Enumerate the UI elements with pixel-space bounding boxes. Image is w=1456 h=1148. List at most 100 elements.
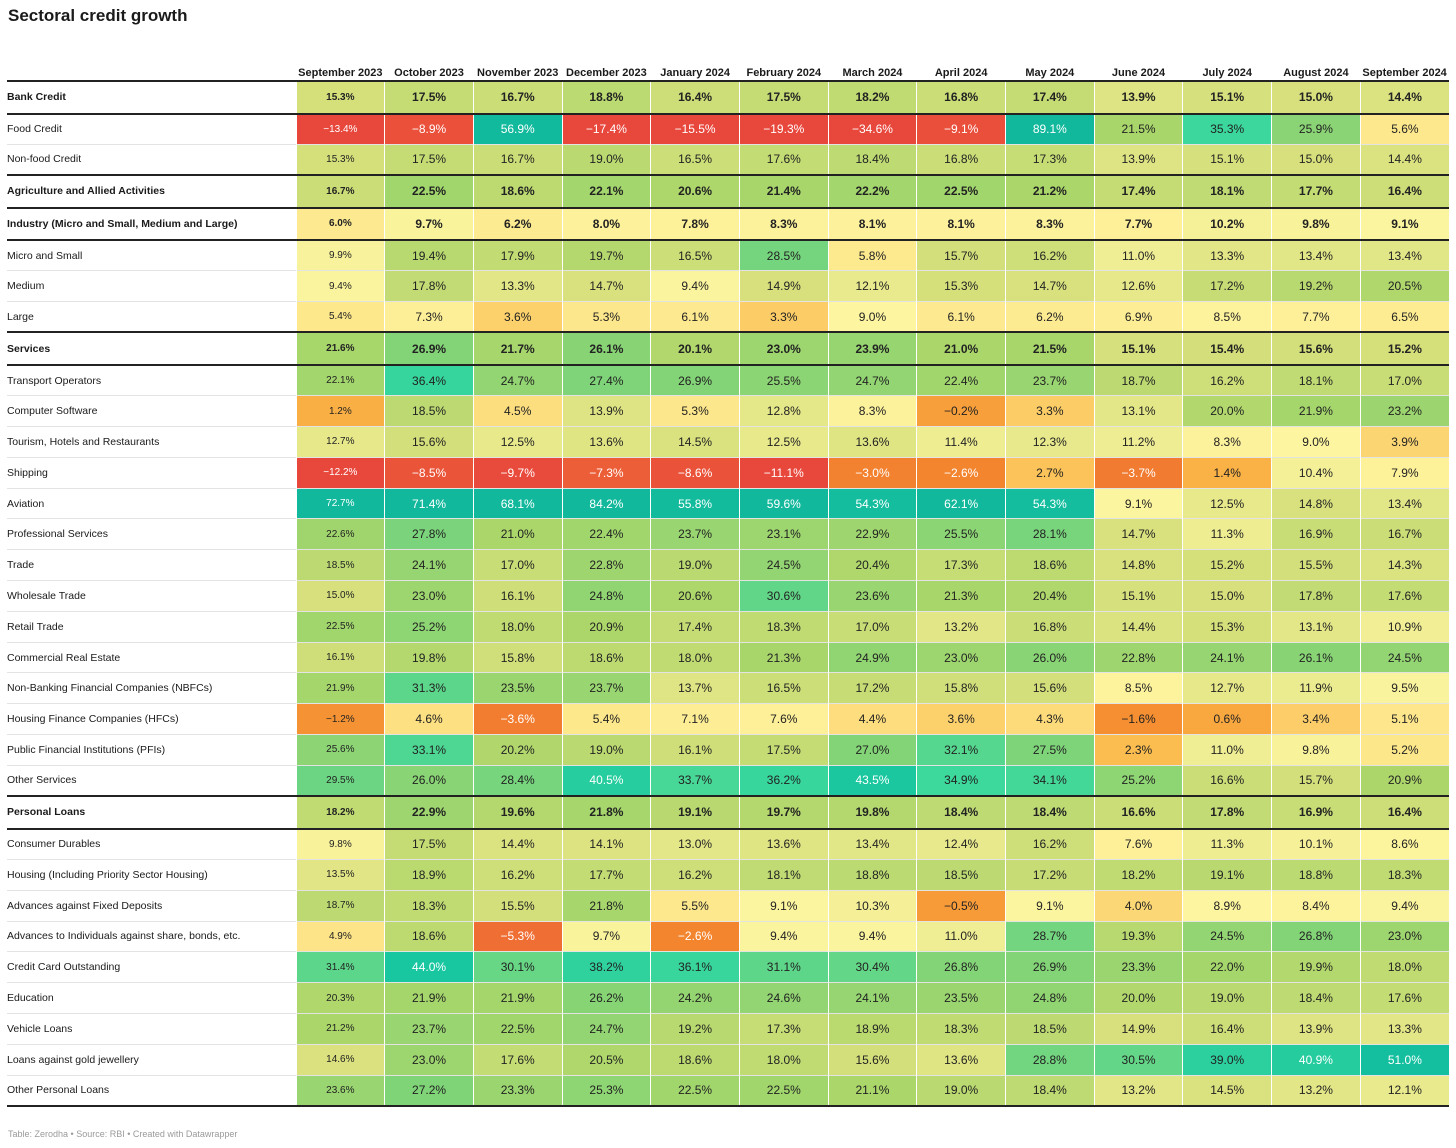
- heat-cell: 18.7%: [1093, 364, 1183, 396]
- heat-cell: 8.6%: [1359, 828, 1449, 860]
- heat-cell: 22.5%: [295, 611, 385, 643]
- heat-cell: 4.5%: [472, 395, 563, 427]
- heat-cell: 12.6%: [1093, 270, 1183, 302]
- heat-cell: 15.4%: [1182, 332, 1272, 365]
- heat-cell: 5.3%: [650, 395, 740, 427]
- heat-cell: −0.2%: [916, 395, 1006, 427]
- heat-cell: 15.3%: [1182, 611, 1272, 643]
- chart-title: Sectoral credit growth: [8, 6, 188, 25]
- heat-cell: 17.6%: [1359, 982, 1449, 1014]
- row-label: Bank Credit: [7, 91, 66, 104]
- heat-cell: 6.9%: [1093, 301, 1183, 333]
- heat-cell: 17.8%: [384, 270, 474, 302]
- heat-cell: 34.9%: [916, 765, 1006, 797]
- heat-cell: 22.9%: [827, 518, 917, 550]
- heat-cell: 6.0%: [295, 207, 385, 241]
- heat-cell: 11.3%: [1182, 518, 1272, 550]
- heat-cell: 26.8%: [1271, 921, 1361, 952]
- heat-cell: 12.8%: [738, 395, 829, 427]
- heat-cell: 18.6%: [384, 921, 474, 952]
- heat-cell: 18.7%: [295, 890, 385, 922]
- table-row: Other Personal Loans 23.6% 27.2% 23.3% 25.3%…: [7, 1075, 1449, 1106]
- heat-cell: 13.3%: [472, 270, 563, 302]
- heat-cell: 20.5%: [561, 1044, 651, 1076]
- heat-cell: 20.0%: [1093, 982, 1183, 1014]
- heat-cell: 30.5%: [1093, 1044, 1183, 1076]
- table-row: Large 5.4% 7.3% 3.6% 5.3% 6.1% 3.3% 9.0% 6.1% 6.2…: [7, 301, 1449, 333]
- row-label: Credit Card Outstanding: [7, 961, 121, 974]
- heat-cell: 17.5%: [384, 81, 474, 114]
- table-row: Bank Credit 15.3% 17.5% 16.7% 18.8% 16.4% 17.5…: [7, 81, 1449, 114]
- table-row: Services 21.6% 26.9% 21.7% 26.1% 20.1% 23.0% 23…: [7, 332, 1449, 365]
- heat-cell: 10.4%: [1271, 457, 1361, 489]
- heat-cell: 26.8%: [916, 951, 1006, 983]
- heat-cell: 8.4%: [1271, 890, 1361, 922]
- heat-cell: 19.7%: [738, 796, 829, 829]
- heat-cell: 24.8%: [561, 580, 651, 612]
- heat-cell: 54.3%: [1005, 488, 1095, 519]
- table-row: Agriculture and Allied Activities 16.7% 22…: [7, 175, 1449, 208]
- heat-cell: 40.9%: [1271, 1044, 1361, 1076]
- table-row: Housing Finance Companies (HFCs) −1.2% 4.6…: [7, 703, 1449, 735]
- heat-cell: 21.8%: [561, 796, 651, 829]
- heat-cell: 25.5%: [738, 364, 829, 396]
- heat-cell: 16.2%: [650, 859, 740, 891]
- heat-cell: 3.6%: [472, 301, 563, 333]
- heat-cell: 18.9%: [384, 859, 474, 891]
- heat-cell: 18.4%: [827, 144, 917, 176]
- heat-cell: 32.1%: [916, 734, 1006, 766]
- heat-cell: 17.0%: [827, 611, 917, 643]
- heat-cell: 19.0%: [561, 144, 651, 176]
- heat-cell: 28.7%: [1005, 921, 1095, 952]
- row-label: Commercial Real Estate: [7, 651, 121, 664]
- heat-cell: 5.5%: [650, 890, 740, 922]
- heat-cell: 2.3%: [1093, 734, 1183, 766]
- heat-cell: 17.0%: [1359, 364, 1449, 396]
- heat-cell: 21.5%: [1005, 332, 1095, 365]
- heat-cell: 17.6%: [1359, 580, 1449, 612]
- heat-cell: 9.7%: [561, 921, 651, 952]
- heat-cell: 55.8%: [650, 488, 740, 519]
- heat-cell: 18.1%: [1182, 175, 1272, 208]
- heat-cell: 18.2%: [295, 796, 385, 829]
- heat-cell: 18.0%: [650, 642, 740, 673]
- row-label: Consumer Durables: [7, 838, 101, 851]
- heat-cell: 17.3%: [1005, 144, 1095, 176]
- heat-cell: 11.2%: [1093, 426, 1183, 458]
- heat-cell: 3.6%: [916, 703, 1006, 735]
- column-header: January 2024: [660, 67, 730, 79]
- heat-cell: 24.7%: [472, 364, 563, 396]
- heat-cell: 13.9%: [1093, 81, 1183, 114]
- heat-cell: 13.7%: [650, 672, 740, 704]
- heat-cell: 25.9%: [1271, 113, 1361, 145]
- heat-cell: 19.4%: [384, 240, 474, 271]
- table-row: Professional Services 22.6% 27.8% 21.0% 22.4…: [7, 518, 1449, 550]
- heat-cell: 17.6%: [472, 1044, 563, 1076]
- heat-cell: 18.4%: [1271, 982, 1361, 1014]
- heat-cell: 72.7%: [295, 488, 385, 519]
- heat-cell: 18.2%: [827, 81, 917, 114]
- heat-cell: 17.5%: [384, 828, 474, 860]
- heat-cell: 24.7%: [827, 364, 917, 396]
- heat-cell: 9.4%: [295, 270, 385, 302]
- heat-cell: −3.7%: [1093, 457, 1183, 489]
- heat-cell: 13.6%: [827, 426, 917, 458]
- heat-cell: 8.9%: [1182, 890, 1272, 922]
- table-row: Advances to Individuals against share, b…: [7, 921, 1449, 952]
- heat-cell: 22.9%: [384, 796, 474, 829]
- heat-cell: 26.9%: [650, 364, 740, 396]
- heat-cell: 15.1%: [1093, 580, 1183, 612]
- heat-cell: 29.5%: [295, 765, 385, 797]
- heat-cell: 16.5%: [738, 672, 829, 704]
- heat-cell: 20.9%: [1359, 765, 1449, 797]
- row-label: Aviation: [7, 497, 45, 510]
- heat-cell: 9.5%: [1359, 672, 1449, 704]
- heat-cell: 18.3%: [384, 890, 474, 922]
- heat-cell: 59.6%: [738, 488, 829, 519]
- heat-cell: 15.1%: [1093, 332, 1183, 365]
- row-label: Trade: [7, 559, 35, 572]
- row-header-corner: [7, 44, 296, 81]
- row-label: Shipping: [7, 466, 48, 479]
- heat-cell: −2.6%: [650, 921, 740, 952]
- heat-cell: −9.7%: [472, 457, 563, 489]
